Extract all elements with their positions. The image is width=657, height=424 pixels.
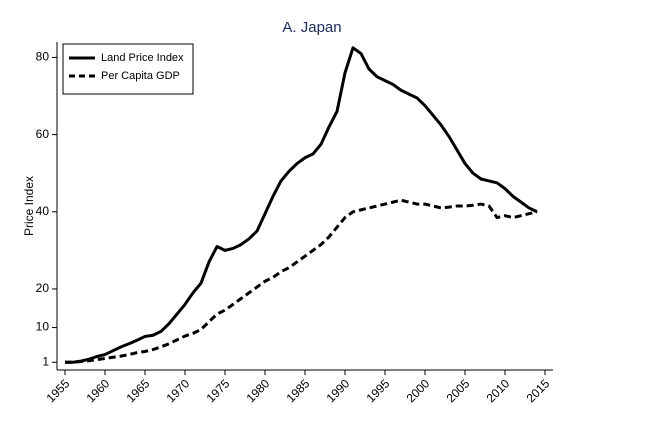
y-tick-label: 1 xyxy=(42,354,49,368)
y-tick-label: 20 xyxy=(36,281,50,295)
x-tick-label: 2000 xyxy=(404,376,433,405)
x-tick-label: 1990 xyxy=(324,376,353,405)
x-tick-label: 2015 xyxy=(524,376,553,405)
x-tick-label: 1985 xyxy=(284,376,313,405)
legend-box xyxy=(62,43,194,95)
x-tick-label: 1975 xyxy=(204,376,233,405)
legend-label: Land Price Index xyxy=(101,52,184,64)
line-series xyxy=(65,46,538,364)
chart-title: A. Japan xyxy=(282,19,341,36)
y-tick-label: 80 xyxy=(36,50,50,64)
legend-label: Per Capita GDP xyxy=(101,70,180,82)
x-tick-label: 1980 xyxy=(244,376,273,405)
y-axis-label: Price Index xyxy=(22,176,36,236)
x-tick-label: 1965 xyxy=(124,376,153,405)
y-tick-label: 40 xyxy=(36,204,50,218)
y-tick-label: 60 xyxy=(36,127,50,141)
x-tick-label: 1970 xyxy=(164,376,193,405)
y-tick-label: 10 xyxy=(36,320,50,334)
x-tick-label: 2005 xyxy=(444,376,473,405)
x-tick-label: 1995 xyxy=(364,376,393,405)
x-tick-label: 1960 xyxy=(84,376,113,405)
x-tick-label: 2010 xyxy=(484,376,513,405)
x-tick-label: 1955 xyxy=(44,376,73,405)
line-series xyxy=(65,198,538,364)
